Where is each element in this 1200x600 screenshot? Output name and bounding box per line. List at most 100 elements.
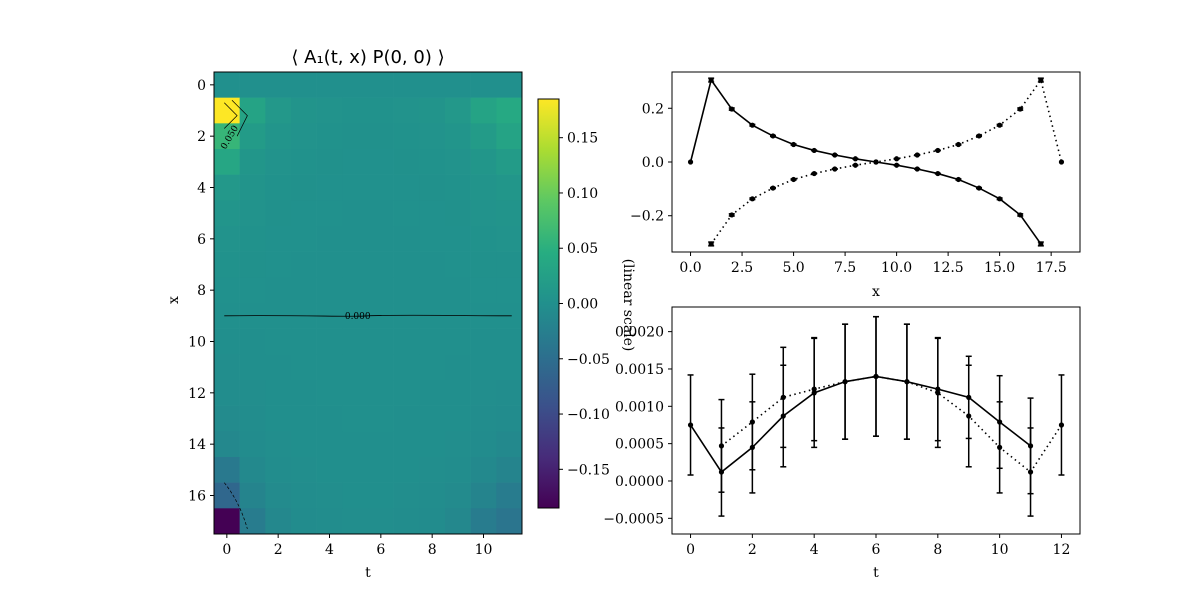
heatmap-title: ⟨ A₁(t, x) P(0, 0) ⟩ bbox=[291, 47, 444, 68]
heatmap-cell bbox=[445, 482, 471, 509]
heatmap-cell bbox=[342, 380, 369, 406]
heatmap-cell bbox=[470, 277, 497, 304]
heatmap-cell bbox=[214, 72, 240, 98]
heatmap-y-ticks: 0 2 4 6 8 10 12 14 16 bbox=[188, 78, 214, 505]
heatmap-cell bbox=[316, 149, 343, 175]
heatmap-cell bbox=[316, 200, 343, 227]
heatmap-cell bbox=[239, 457, 266, 483]
heatmap-cell bbox=[316, 123, 343, 150]
heatmap-cell bbox=[393, 328, 420, 355]
data-point bbox=[966, 413, 972, 419]
y-tick-label: 0.0005 bbox=[615, 437, 664, 453]
profile-x-panel: 0.0 2.5 5.0 7.5 10.0 12.5 15.0 17.5 0.2 0.0 −0.2 x bbox=[630, 71, 1081, 300]
x-tick-label: 2.5 bbox=[731, 260, 753, 276]
y-tick-label: 0.0020 bbox=[615, 325, 664, 341]
heatmap-cell bbox=[214, 354, 240, 381]
heatmap-cell bbox=[496, 431, 523, 458]
heatmap-cells bbox=[214, 72, 523, 535]
heatmap-cell bbox=[316, 226, 343, 252]
y-tick-label: −0.0005 bbox=[603, 511, 664, 527]
data-point bbox=[687, 422, 694, 428]
heatmap-cell bbox=[393, 123, 420, 150]
heatmap-cell bbox=[316, 431, 343, 458]
data-point bbox=[1038, 77, 1044, 83]
x-tick-label: 12.5 bbox=[933, 260, 964, 276]
heatmap-cell bbox=[342, 508, 369, 535]
heatmap-cell bbox=[368, 72, 394, 98]
x-tick-label: 2 bbox=[748, 542, 757, 558]
x-tick-label: 8 bbox=[933, 542, 942, 558]
heatmap-cell bbox=[445, 72, 471, 98]
data-point bbox=[935, 390, 941, 396]
data-point bbox=[894, 156, 900, 162]
data-point bbox=[997, 444, 1003, 450]
heatmap-cell bbox=[316, 482, 343, 509]
series-line bbox=[689, 375, 1032, 474]
heatmap-cell bbox=[214, 405, 240, 432]
heatmap-cell bbox=[342, 457, 369, 483]
heatmap-cell bbox=[368, 123, 394, 150]
data-point bbox=[1038, 241, 1044, 247]
x-tick-label: 10.0 bbox=[881, 260, 912, 276]
data-point bbox=[997, 196, 1003, 202]
heatmap-cell bbox=[445, 380, 471, 406]
heatmap-cell bbox=[291, 328, 317, 355]
colorbar-gradient bbox=[537, 98, 560, 509]
colorbar-tick-label: −0.05 bbox=[567, 352, 610, 368]
heatmap-cell bbox=[445, 149, 471, 175]
y-tick-label: 0.0010 bbox=[615, 399, 664, 415]
heatmap-cell bbox=[239, 405, 266, 432]
heatmap-cell bbox=[496, 354, 523, 381]
heatmap-cell bbox=[291, 405, 317, 432]
data-point bbox=[935, 147, 941, 154]
heatmap-cell bbox=[445, 97, 471, 124]
colorbar-tick-label: −0.15 bbox=[567, 462, 610, 478]
heatmap-cell bbox=[368, 149, 394, 175]
profile-t-y-label: (linear scale) bbox=[620, 259, 636, 352]
x-tick-label: 12 bbox=[1053, 542, 1071, 558]
data-point bbox=[1017, 106, 1023, 112]
heatmap-cell bbox=[496, 277, 523, 304]
heatmap-cell bbox=[239, 174, 266, 201]
heatmap-cell bbox=[419, 457, 446, 483]
heatmap-cell bbox=[342, 328, 369, 355]
heatmap-cell bbox=[265, 354, 292, 381]
heatmap-cell bbox=[496, 380, 523, 406]
heatmap-cell bbox=[445, 354, 471, 381]
heatmap-cell bbox=[419, 277, 446, 304]
heatmap-cell bbox=[239, 200, 266, 227]
heatmap-cell bbox=[496, 97, 523, 124]
heatmap-cell bbox=[342, 354, 369, 381]
data-point bbox=[749, 196, 755, 202]
data-point bbox=[832, 152, 838, 158]
heatmap-cell bbox=[470, 149, 497, 175]
heatmap-cell bbox=[393, 277, 420, 304]
heatmap-cell bbox=[342, 174, 369, 201]
heatmap-cell bbox=[265, 251, 292, 278]
contour-line bbox=[224, 99, 248, 137]
heatmap-cell bbox=[214, 123, 240, 150]
data-point bbox=[1027, 469, 1034, 475]
heatmap-cell bbox=[445, 405, 471, 432]
heatmap-cell bbox=[291, 174, 317, 201]
heatmap-cell bbox=[214, 508, 240, 535]
heatmap-cell bbox=[470, 200, 497, 227]
heatmap-cell bbox=[316, 380, 343, 406]
data-point bbox=[997, 122, 1003, 128]
data-point bbox=[811, 170, 817, 177]
heatmap-cell bbox=[214, 251, 240, 278]
heatmap-cell bbox=[291, 251, 317, 278]
heatmap-cell bbox=[393, 251, 420, 278]
heatmap-cell bbox=[239, 149, 266, 175]
heatmap-cell bbox=[316, 277, 343, 304]
heatmap-cell bbox=[239, 251, 266, 278]
heatmap-cell bbox=[445, 123, 471, 150]
data-point bbox=[729, 106, 735, 112]
heatmap-cell bbox=[265, 431, 292, 458]
heatmap-cell bbox=[470, 72, 497, 98]
y-tick-label: 6 bbox=[197, 232, 206, 248]
data-point bbox=[1058, 159, 1065, 165]
colorbar-tick-label: −0.10 bbox=[567, 407, 610, 423]
heatmap-cell bbox=[291, 277, 317, 304]
